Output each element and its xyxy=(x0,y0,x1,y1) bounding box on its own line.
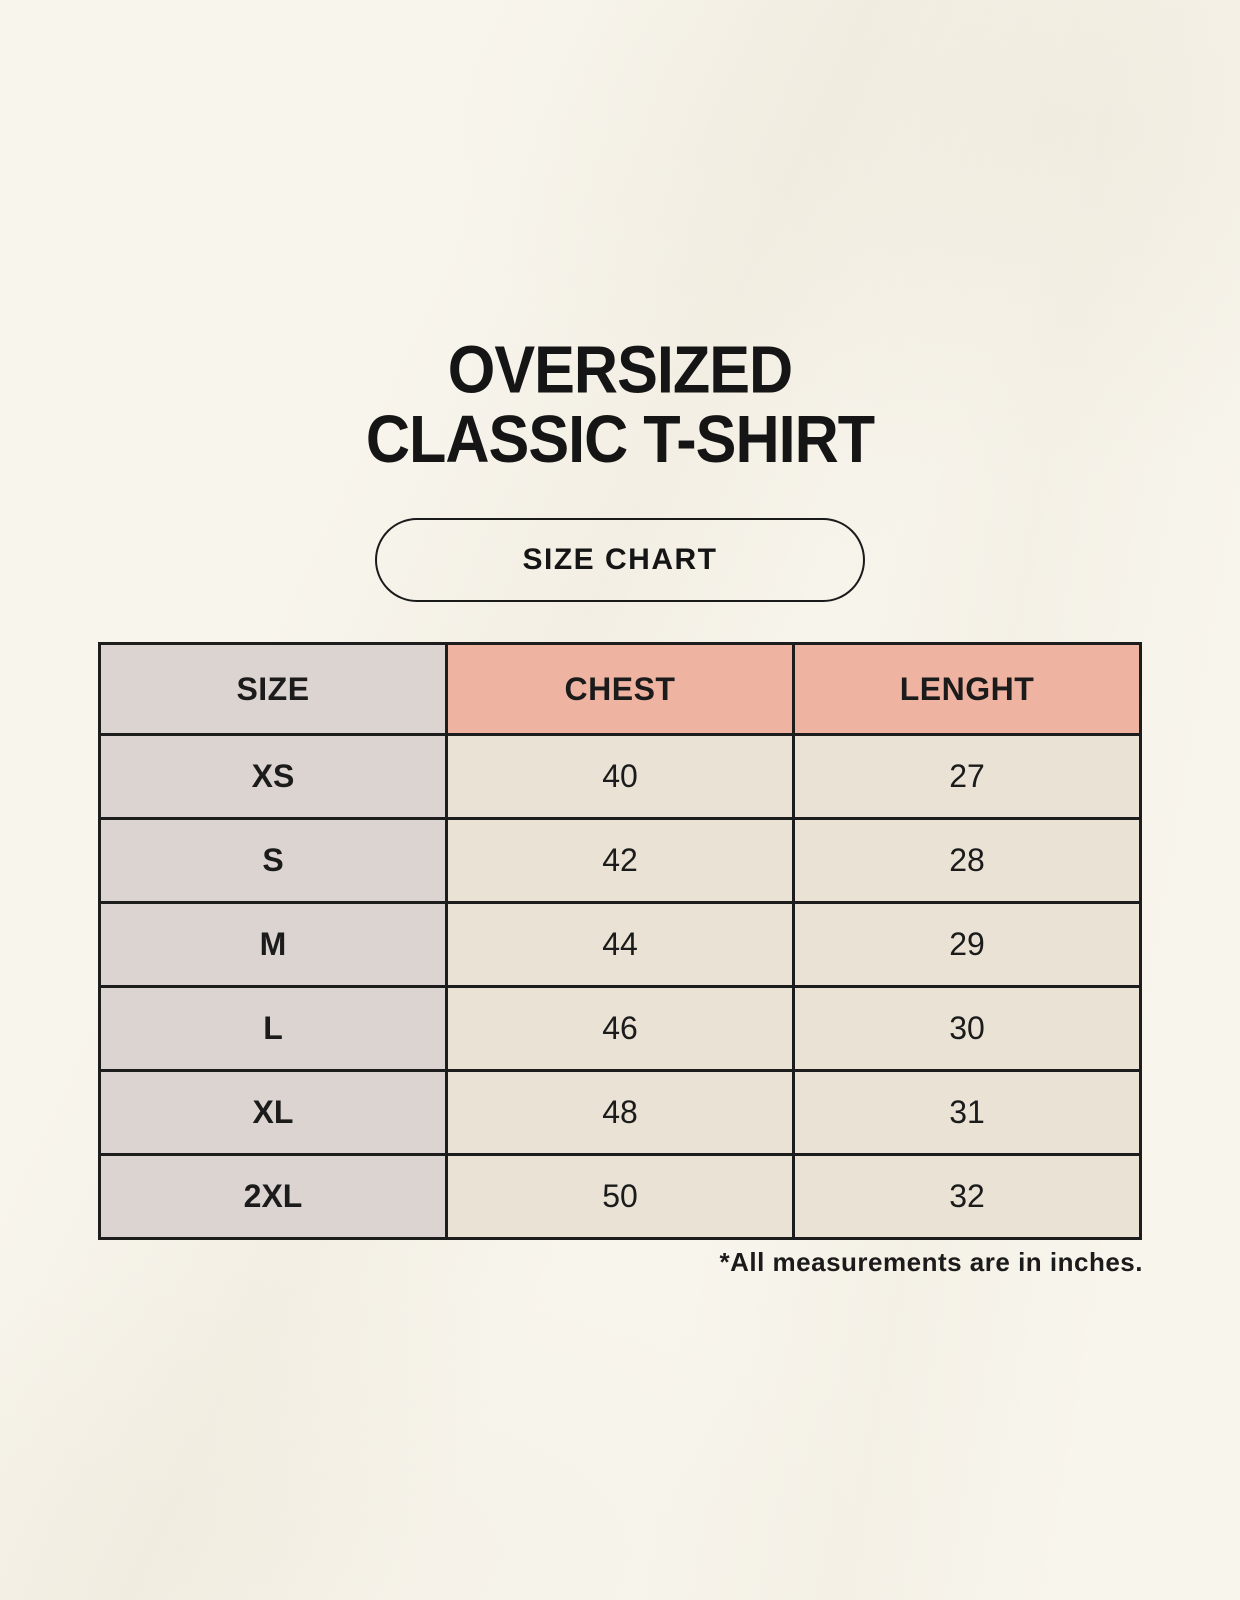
length-cell: 27 xyxy=(792,733,1142,820)
chest-cell: 44 xyxy=(445,901,795,988)
size-table: SIZE CHEST LENGHT XS 40 27 S 42 28 M 44 … xyxy=(98,642,1142,1240)
measurements-footnote: *All measurements are in inches. xyxy=(719,1247,1143,1277)
length-cell: 29 xyxy=(792,901,1142,988)
table-row-m: M 44 29 xyxy=(98,901,1142,988)
table-row-l: L 46 30 xyxy=(98,985,1142,1072)
header-cell-size: SIZE xyxy=(98,642,448,736)
chest-cell: 40 xyxy=(445,733,795,820)
chest-cell: 46 xyxy=(445,985,795,1072)
size-cell: XL xyxy=(98,1069,448,1156)
size-chart-button[interactable]: SIZE CHART xyxy=(375,518,865,602)
product-title-line-2: CLASSIC T-SHIRT xyxy=(365,402,875,478)
size-cell: L xyxy=(98,985,448,1072)
size-table-body: XS 40 27 S 42 28 M 44 29 L 46 30 XL 48 xyxy=(98,733,1142,1240)
size-table-header: SIZE CHEST LENGHT xyxy=(98,642,1142,736)
header-cell-chest: CHEST xyxy=(445,642,795,736)
length-cell: 30 xyxy=(792,985,1142,1072)
size-cell: M xyxy=(98,901,448,988)
product-title: OVERSIZED CLASSIC T-SHIRT xyxy=(19,335,1222,475)
chest-cell: 50 xyxy=(445,1153,795,1240)
header-cell-length: LENGHT xyxy=(792,642,1142,736)
chest-cell: 42 xyxy=(445,817,795,904)
table-row-s: S 42 28 xyxy=(98,817,1142,904)
length-cell: 31 xyxy=(792,1069,1142,1156)
table-row-xs: XS 40 27 xyxy=(98,733,1142,820)
length-cell: 32 xyxy=(792,1153,1142,1240)
length-cell: 28 xyxy=(792,817,1142,904)
chest-cell: 48 xyxy=(445,1069,795,1156)
table-row-2xl: 2XL 50 32 xyxy=(98,1153,1142,1240)
table-header-row: SIZE CHEST LENGHT xyxy=(98,642,1142,736)
size-cell: XS xyxy=(98,733,448,820)
table-row-xl: XL 48 31 xyxy=(98,1069,1142,1156)
size-cell: 2XL xyxy=(98,1153,448,1240)
product-title-line-1: OVERSIZED xyxy=(447,332,793,408)
size-cell: S xyxy=(98,817,448,904)
size-chart-button-label: SIZE CHART xyxy=(522,543,718,576)
